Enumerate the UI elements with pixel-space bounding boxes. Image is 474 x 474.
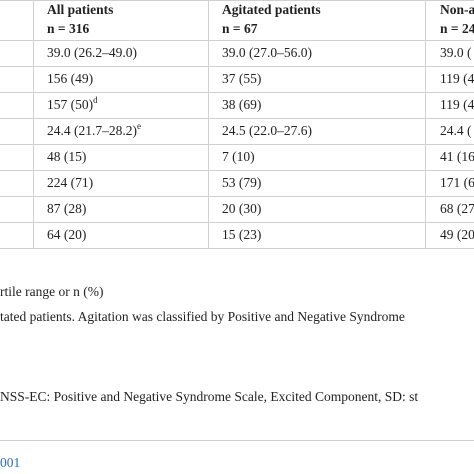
row-line bbox=[0, 118, 474, 119]
cell: 87 (28) bbox=[47, 201, 87, 216]
cell: 24.5 (22.0–27.6) bbox=[222, 123, 312, 138]
row-line bbox=[0, 40, 474, 41]
col-line bbox=[208, 0, 209, 248]
row-line bbox=[0, 92, 474, 93]
cell: 48 (15) bbox=[47, 149, 87, 164]
row-line bbox=[0, 144, 474, 145]
footnote-mark: d bbox=[93, 95, 98, 105]
row-line bbox=[0, 66, 474, 67]
cell: 39.0 (26.2–49.0) bbox=[47, 45, 137, 60]
cell: 119 (4 bbox=[440, 97, 474, 112]
cell: 119 (4 bbox=[440, 71, 474, 86]
row-line bbox=[0, 196, 474, 197]
cell: 37 (55) bbox=[222, 71, 262, 86]
footnote: rtile range or n (%) bbox=[0, 284, 104, 299]
header-n: n = 24 bbox=[440, 21, 474, 36]
cell: 171 (6 bbox=[440, 175, 474, 190]
cell: 15 (23) bbox=[222, 227, 262, 242]
doi: 001 bbox=[0, 455, 21, 470]
footnote: NSS-EC: Positive and Negative Syndrome S… bbox=[0, 389, 419, 404]
cell-text: 24.4 (21.7–28.2) bbox=[47, 123, 137, 138]
cell: 157 (50)d bbox=[47, 95, 98, 113]
col-line bbox=[33, 0, 34, 248]
rule bbox=[0, 440, 474, 441]
col-line bbox=[425, 0, 426, 248]
header-n: n = 67 bbox=[222, 21, 258, 36]
cell: 64 (20) bbox=[47, 227, 87, 242]
footnote: tated patients. Agitation was classified… bbox=[0, 309, 405, 324]
cell: 53 (79) bbox=[222, 175, 262, 190]
header-n: n = 316 bbox=[47, 21, 90, 36]
row-line bbox=[0, 170, 474, 171]
cell: 224 (71) bbox=[47, 175, 94, 190]
cell: 68 (27 bbox=[440, 201, 474, 216]
cell: 39.0 (27.0–56.0) bbox=[222, 45, 312, 60]
cell: 49 (20 bbox=[440, 227, 474, 242]
cell-text: 157 (50) bbox=[47, 97, 94, 112]
cell: 41 (16 bbox=[440, 149, 474, 164]
cell: 7 (10) bbox=[222, 149, 255, 164]
cell: 38 (69) bbox=[222, 97, 262, 112]
row-line bbox=[0, 222, 474, 223]
row-line bbox=[0, 248, 474, 249]
footnote-mark: e bbox=[137, 121, 141, 131]
header-title: Agitated patients bbox=[222, 2, 321, 17]
header-title: Non-a bbox=[440, 2, 474, 17]
header-title: All patients bbox=[47, 2, 114, 17]
cell: 20 (30) bbox=[222, 201, 262, 216]
cell: 24.4 (21.7–28.2)e bbox=[47, 121, 141, 139]
cell: 24.4 ( bbox=[440, 123, 472, 138]
row-line bbox=[0, 0, 474, 1]
cell: 39.0 ( bbox=[440, 45, 472, 60]
cell: 156 (49) bbox=[47, 71, 94, 86]
